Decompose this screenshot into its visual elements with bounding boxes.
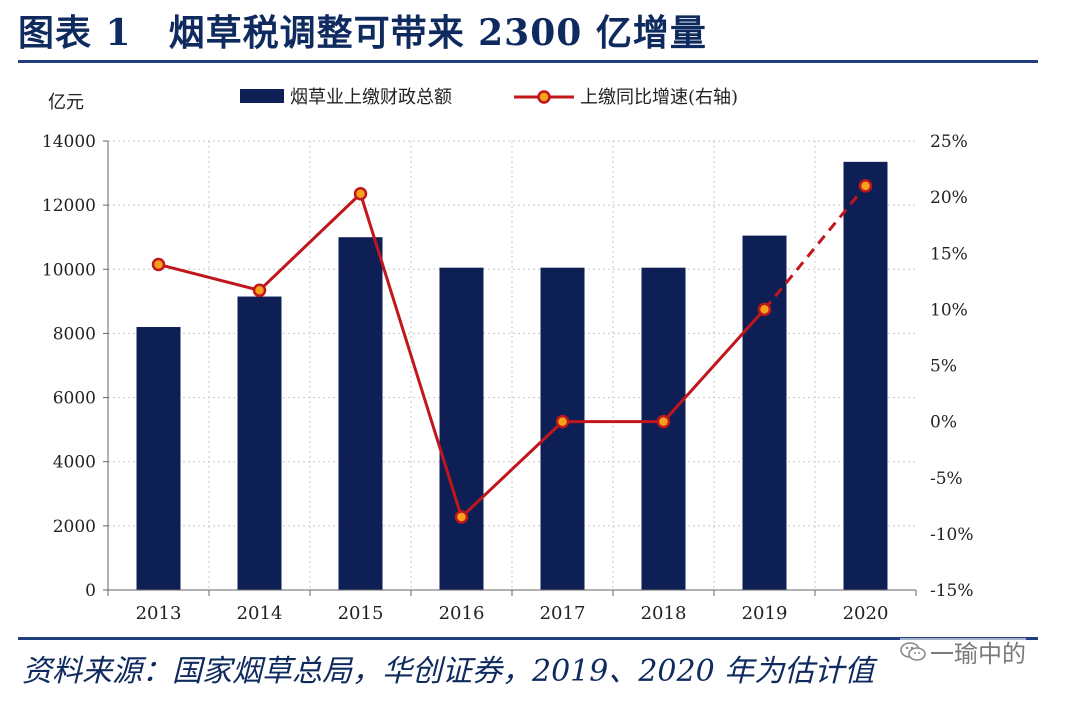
footer-divider bbox=[18, 637, 1038, 640]
y-tick-label: 8000 bbox=[53, 324, 96, 344]
growth-point-2013 bbox=[151, 257, 166, 272]
watermark-text: 一瑜中的 bbox=[930, 640, 1026, 668]
y-tick-label: 12000 bbox=[42, 196, 96, 216]
legend-swatch-bar bbox=[240, 89, 284, 103]
growth-point-2015 bbox=[353, 187, 368, 201]
legend-label-line: 上缴同比增速(右轴) bbox=[580, 87, 738, 108]
bar-2020 bbox=[843, 161, 888, 590]
y2-tick-label: 10% bbox=[930, 300, 968, 320]
y2-tick-label: 0% bbox=[930, 413, 957, 433]
growth-point-2016 bbox=[454, 510, 469, 524]
wechat-icon bbox=[900, 639, 926, 671]
x-tick-label: 2017 bbox=[540, 603, 586, 624]
y-tick-label: 6000 bbox=[53, 389, 96, 409]
bar-2013 bbox=[136, 327, 181, 590]
page-title: 图表 1 烟草税调整可带来 2300 亿增量 bbox=[18, 12, 707, 54]
y2-tick-label: -5% bbox=[930, 469, 963, 489]
y-tick-label: 14000 bbox=[42, 132, 96, 152]
y2-tick-label: 25% bbox=[930, 132, 968, 152]
growth-point-2018 bbox=[656, 414, 671, 429]
title-divider bbox=[18, 60, 1038, 63]
x-tick-label: 2019 bbox=[742, 603, 788, 624]
bar-2015 bbox=[338, 237, 383, 590]
y2-tick-label: 20% bbox=[930, 188, 968, 208]
y-tick-label: 10000 bbox=[42, 260, 96, 280]
y-tick-label: 4000 bbox=[53, 453, 96, 473]
x-tick-label: 2015 bbox=[338, 603, 384, 624]
grid-lines bbox=[108, 140, 916, 590]
legend: 烟草业上缴财政总额 上缴同比增速(右轴) bbox=[240, 87, 738, 108]
y-tick-label: 2000 bbox=[53, 517, 96, 537]
source-note: 资料来源：国家烟草总局，华创证券，2019、2020 年为估计值 bbox=[22, 654, 875, 689]
tick-labels: 0 2000 4000 6000 8000 10000 12000 14000 -15% -10%… bbox=[42, 92, 974, 624]
y2-tick-label: 15% bbox=[930, 244, 968, 264]
bar-2016 bbox=[439, 267, 484, 590]
growth-line-estimate bbox=[763, 184, 867, 311]
axes bbox=[103, 140, 917, 596]
watermark: 一瑜中的 bbox=[900, 638, 1026, 670]
y2-tick-label: -10% bbox=[930, 525, 974, 545]
x-tick-label: 2016 bbox=[439, 603, 485, 624]
x-tick-label: 2014 bbox=[237, 603, 283, 624]
y2-tick-label: -15% bbox=[930, 581, 974, 601]
y-tick-label: 0 bbox=[85, 581, 96, 601]
legend-marker-line bbox=[537, 90, 551, 104]
growth-point-2019 bbox=[757, 302, 772, 317]
legend-label-bar: 烟草业上缴财政总额 bbox=[290, 87, 452, 108]
growth-point-2014 bbox=[252, 283, 267, 298]
growth-point-2017 bbox=[555, 414, 570, 429]
bar-2019 bbox=[742, 235, 787, 590]
bar-2017 bbox=[540, 267, 585, 590]
x-tick-label: 2018 bbox=[641, 603, 687, 624]
y2-tick-label: 5% bbox=[930, 357, 957, 377]
x-tick-label: 2020 bbox=[843, 603, 889, 624]
y-unit-label: 亿元 bbox=[48, 92, 84, 113]
growth-point-2020 bbox=[858, 179, 873, 193]
x-tick-label: 2013 bbox=[136, 603, 182, 624]
bar-series bbox=[136, 161, 888, 590]
bar-2014 bbox=[237, 296, 282, 590]
bar-2018 bbox=[641, 267, 686, 590]
line-series bbox=[151, 179, 873, 524]
